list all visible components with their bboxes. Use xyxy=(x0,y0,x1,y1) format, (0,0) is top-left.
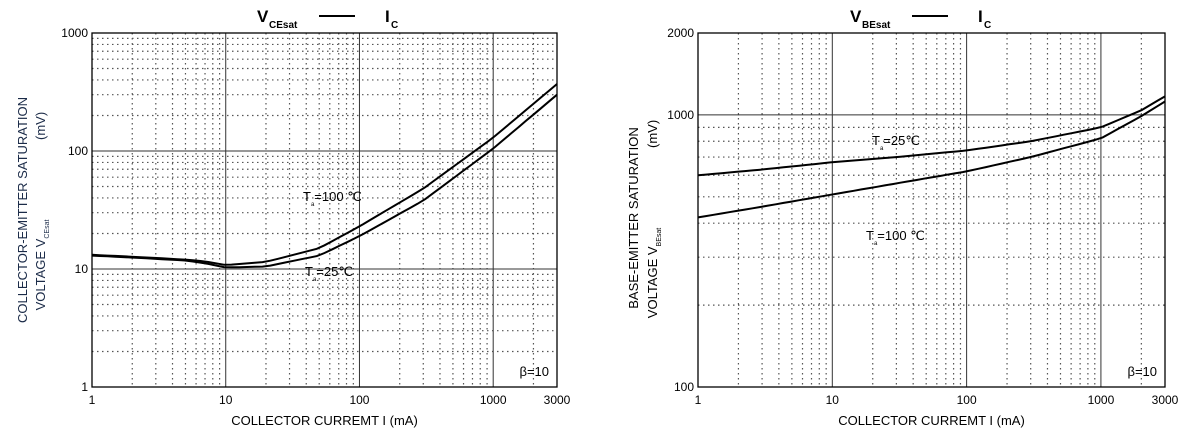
title-i-subscript: C xyxy=(984,20,991,31)
series-label-subscript: a xyxy=(313,277,317,283)
y-label-subscript: CEsat xyxy=(44,220,51,239)
x-tick-label: 1 xyxy=(695,393,702,407)
series-label-value: =100 ℃ xyxy=(877,228,925,243)
series-label-value: =100 ℃ xyxy=(314,189,362,204)
y-tick-label: 100 xyxy=(674,380,694,394)
series-label: Ta=100 ℃ xyxy=(303,189,362,208)
x-axis-label: COLLECTOR CURREMT I (mA) xyxy=(231,413,418,428)
series-label: Ta=25℃ xyxy=(872,133,920,152)
series-label: Ta=100 ℃ xyxy=(866,228,925,247)
series-label-subscript: a xyxy=(311,202,315,208)
series-line-b xyxy=(697,100,1166,219)
series-label-subscript: a xyxy=(874,241,878,247)
y-label-text: VOLTAGE V xyxy=(33,238,48,310)
series-label-t: T xyxy=(872,133,880,148)
y-tick-label: 1000 xyxy=(61,26,88,40)
chart-1: 1 10 100 1000 3000 1 10 100 1000 COLLECTOR CURREM… xyxy=(15,7,571,428)
y-label-text: VOLTAGE V xyxy=(645,246,660,318)
y-axis-label: COLLECTOR-EMITTER SATURATION VOLTAGE VCEs… xyxy=(15,97,51,323)
series-line-a xyxy=(697,95,1166,177)
beta-annotation: β=10 xyxy=(1127,364,1157,379)
chart-2: 1 10 100 1000 3000 100 1000 2000 COLLECTOR CURRE… xyxy=(626,7,1179,428)
series-label-value: =25℃ xyxy=(883,133,920,148)
y-axis-label: BASE-EMITTER SATURATION VOLTAGE VBEsat (mV… xyxy=(626,120,663,318)
title-v: V xyxy=(257,7,269,26)
series-line-b xyxy=(91,93,558,269)
y-axis-label-line1: BASE-EMITTER SATURATION xyxy=(626,127,641,309)
x-tick-label: 1 xyxy=(89,393,96,407)
title-i: I xyxy=(978,7,983,26)
title-i-subscript: C xyxy=(391,20,398,31)
y-tick-label: 10 xyxy=(75,262,89,276)
series-label-subscript: a xyxy=(880,146,884,152)
plot-frame xyxy=(91,32,558,388)
x-tick-label: 100 xyxy=(957,393,977,407)
series-label-t: T xyxy=(303,189,311,204)
y-axis-label-line2: VOLTAGE VBEsat xyxy=(645,228,663,318)
x-tick-label: 100 xyxy=(349,393,369,407)
y-axis-unit: (mV) xyxy=(33,112,48,140)
y-tick-label: 100 xyxy=(68,144,88,158)
x-tick-label: 10 xyxy=(826,393,840,407)
y-label-subscript: BEsat xyxy=(656,228,663,247)
x-tick-label: 1000 xyxy=(1088,393,1115,407)
beta-annotation: β=10 xyxy=(519,364,549,379)
title-v-subscript: BEsat xyxy=(862,20,891,31)
series-label-value: =25℃ xyxy=(316,264,353,279)
y-tick-label: 1000 xyxy=(667,108,694,122)
chart-title: V BEsat I C xyxy=(850,7,991,31)
series-label-t: T xyxy=(866,228,874,243)
chart-title: V CEsat I C xyxy=(257,7,398,31)
x-tick-label: 1000 xyxy=(480,393,507,407)
series-label: Ta=25℃ xyxy=(305,264,353,283)
y-axis-label-line2: VOLTAGE VCEsat xyxy=(33,220,51,311)
series-label-t: T xyxy=(305,264,313,279)
y-tick-label: 2000 xyxy=(667,26,694,40)
y-tick-label: 1 xyxy=(81,380,88,394)
title-i: I xyxy=(385,7,390,26)
x-axis-label: COLLECTOR CURREMT I (mA) xyxy=(838,413,1025,428)
plot-frame xyxy=(697,32,1166,388)
title-v-subscript: CEsat xyxy=(269,20,298,31)
x-tick-label: 3000 xyxy=(544,393,571,407)
title-v: V xyxy=(850,7,862,26)
y-axis-label-line1: COLLECTOR-EMITTER SATURATION xyxy=(15,97,30,323)
x-tick-label: 3000 xyxy=(1152,393,1179,407)
x-tick-label: 10 xyxy=(219,393,233,407)
y-axis-unit: (mV) xyxy=(645,120,660,148)
